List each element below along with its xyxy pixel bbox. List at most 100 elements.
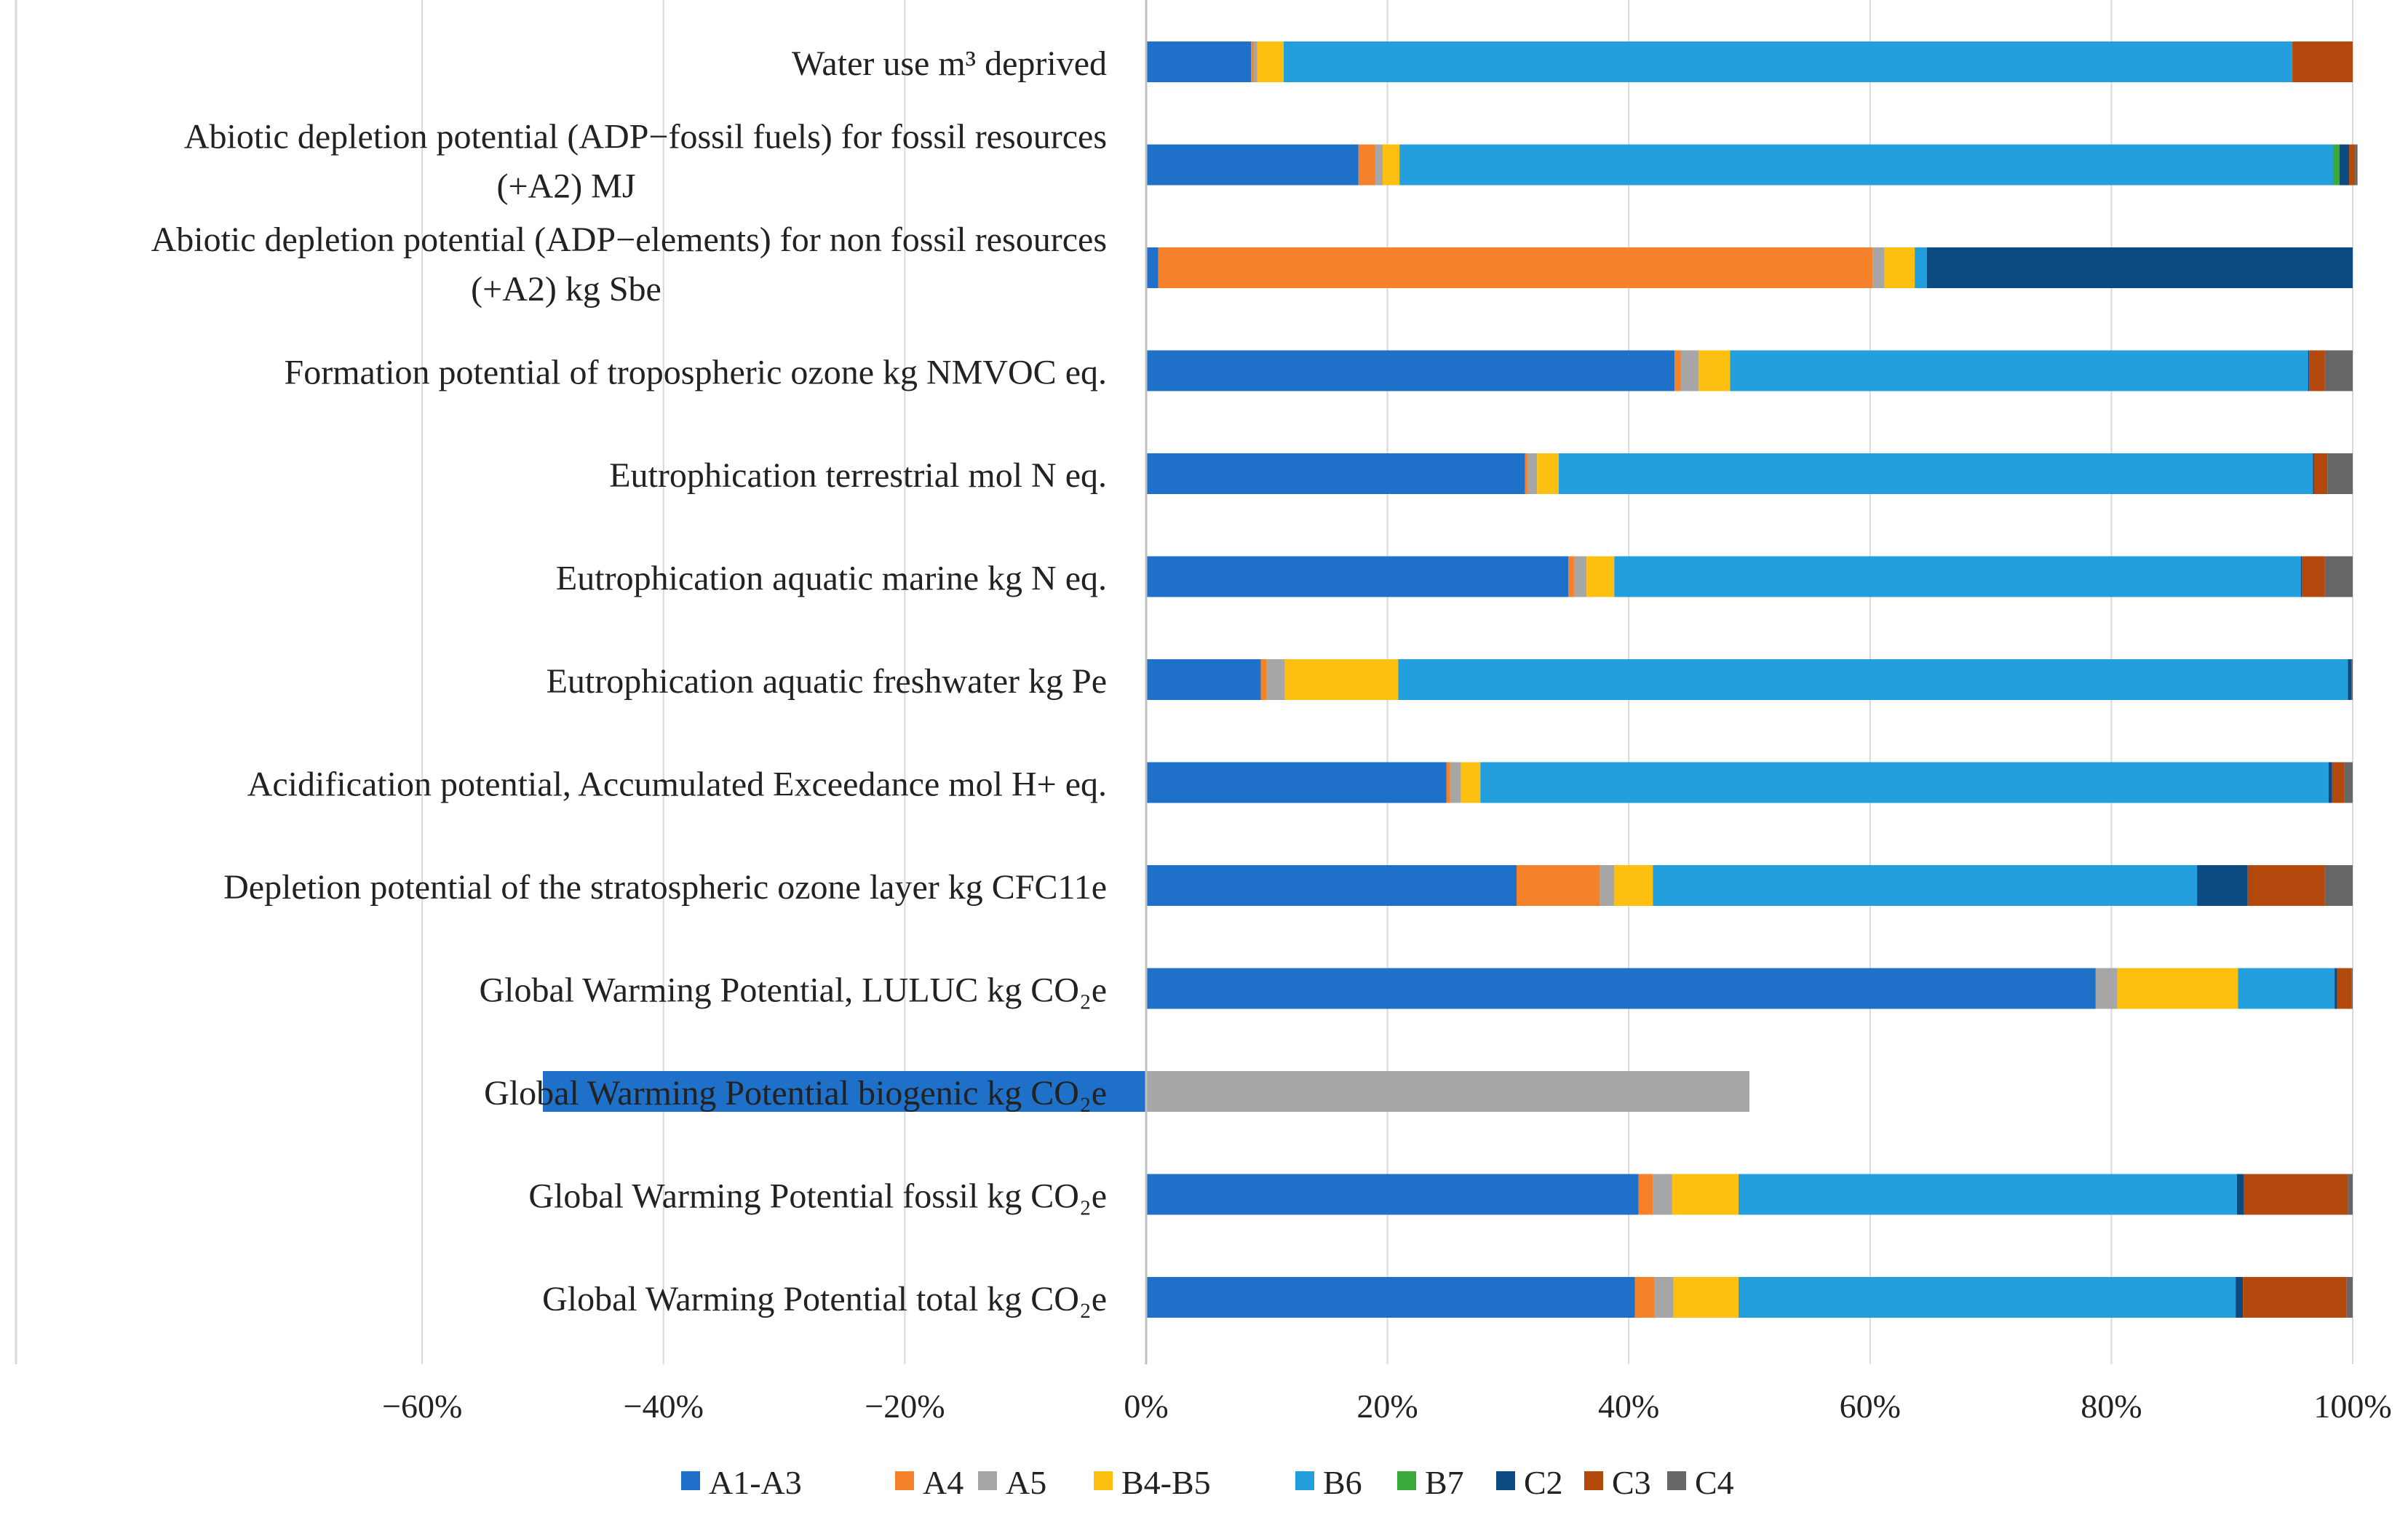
bar-segment-c4-row-11 bbox=[2348, 1174, 2353, 1215]
legend-swatch bbox=[1295, 1471, 1314, 1490]
bar-segment-b6-row-9 bbox=[2238, 968, 2335, 1009]
bar-segment-a5-row-2 bbox=[1872, 247, 1885, 288]
legend-label: A5 bbox=[1006, 1464, 1046, 1501]
bar-segment-c4-row-7 bbox=[2344, 762, 2353, 803]
bar-segment-a4-row-5 bbox=[1568, 556, 1575, 597]
bar-segment-a5-row-11 bbox=[1653, 1174, 1672, 1215]
bar-segment-b4-b5-row-2 bbox=[1884, 247, 1915, 288]
bar-segment-a1-a3-row-8 bbox=[1146, 865, 1517, 906]
bar-segment-b4-b5-row-4 bbox=[1537, 453, 1559, 494]
legend-swatch bbox=[1094, 1471, 1113, 1490]
category-label-2: Abiotic depletion potential (ADP−element… bbox=[151, 220, 1107, 309]
bar-segment-b6-row-1 bbox=[1399, 144, 2334, 186]
bar-segment-c2-row-3 bbox=[2308, 350, 2310, 391]
category-label-5: Eutrophication aquatic marine kg N eq. bbox=[556, 560, 1107, 598]
bar-segment-a1-a3-row-5 bbox=[1146, 556, 1569, 597]
legend-label: B4-B5 bbox=[1121, 1464, 1211, 1501]
bar-segment-b6-row-7 bbox=[1480, 762, 2329, 803]
bar-segment-a4-row-6 bbox=[1260, 659, 1267, 700]
category-label-3: Formation potential of tropospheric ozon… bbox=[285, 354, 1107, 392]
legend-swatch bbox=[1397, 1471, 1416, 1490]
category-label-line: (+A2) kg Sbe bbox=[471, 270, 661, 309]
legend-swatch bbox=[1496, 1471, 1515, 1490]
bar-segment-c2-row-11 bbox=[2236, 1174, 2244, 1215]
bar-segment-a5-row-1 bbox=[1375, 144, 1383, 186]
legend-label: C2 bbox=[1524, 1464, 1563, 1501]
category-label-line: Eutrophication terrestrial mol N eq. bbox=[609, 456, 1107, 495]
bar-segment-c3-row-4 bbox=[2313, 453, 2328, 494]
bar-segment-a5-row-7 bbox=[1450, 762, 1461, 803]
x-tick-label-5: 40% bbox=[1598, 1388, 1659, 1425]
bar-segment-b4-b5-row-3 bbox=[1698, 350, 1730, 391]
bar-segment-a4-row-4 bbox=[1525, 453, 1527, 494]
legend-label: C3 bbox=[1612, 1464, 1651, 1501]
bar-segment-a4-row-3 bbox=[1674, 350, 1681, 391]
bar-segment-c4-row-6 bbox=[2351, 659, 2353, 700]
bar-segment-a4-row-1 bbox=[1358, 144, 1376, 186]
bar-segment-c3-row-0 bbox=[2292, 41, 2353, 82]
bar-segment-a1-a3-row-3 bbox=[1146, 350, 1675, 391]
category-label-line: Eutrophication aquatic marine kg N eq. bbox=[556, 560, 1107, 598]
category-label-line: Acidification potential, Accumulated Exc… bbox=[247, 765, 1107, 804]
category-label-11: Global Warming Potential fossil kg CO₂e bbox=[528, 1177, 1107, 1216]
bar-segment-a5-row-12 bbox=[1654, 1277, 1674, 1318]
bar-segment-c3-row-7 bbox=[2332, 762, 2345, 803]
bar-segment-b6-row-3 bbox=[1730, 350, 2308, 391]
category-label-line: Water use m³ deprived bbox=[792, 44, 1107, 83]
bar-segment-b6-row-0 bbox=[1284, 41, 2293, 82]
bar-segment-a5-row-9 bbox=[2095, 968, 2118, 1009]
bar-segment-c3-row-9 bbox=[2337, 968, 2352, 1009]
category-label-7: Acidification potential, Accumulated Exc… bbox=[247, 765, 1107, 804]
category-label-line: Abiotic depletion potential (ADP−fossil … bbox=[184, 118, 1107, 156]
x-axis-tick-labels: −60% −40% −20% 0% 20% 40% 60% 80% 100% bbox=[382, 1388, 2392, 1425]
bar-segment-c4-row-3 bbox=[2324, 350, 2353, 391]
category-label-line: Global Warming Potential fossil kg CO₂e bbox=[528, 1177, 1107, 1216]
bar-segment-c4-row-8 bbox=[2324, 865, 2353, 906]
bar-segment-c4-row-9 bbox=[2351, 968, 2353, 1009]
bar-segment-a4-row-2 bbox=[1158, 247, 1873, 288]
bar-segment-a1-a3-row-11 bbox=[1146, 1174, 1639, 1215]
bar-segment-a5-row-4 bbox=[1527, 453, 1538, 494]
bar-segment-c4-row-5 bbox=[2324, 556, 2353, 597]
category-label-10: Global Warming Potential biogenic kg CO₂… bbox=[484, 1074, 1107, 1113]
category-label-4: Eutrophication terrestrial mol N eq. bbox=[609, 456, 1107, 495]
bar-segment-a1-a3-row-4 bbox=[1146, 453, 1525, 494]
x-tick-label-1: −40% bbox=[624, 1388, 704, 1425]
legend-swatch bbox=[895, 1471, 914, 1490]
bar-segment-b4-b5-row-11 bbox=[1672, 1174, 1739, 1215]
legend-label: A4 bbox=[923, 1464, 963, 1501]
bar-segment-b4-b5-row-8 bbox=[1614, 865, 1653, 906]
bar-segment-a4-row-7 bbox=[1446, 762, 1450, 803]
bar-segment-c2-row-4 bbox=[2313, 453, 2314, 494]
legend-label: B7 bbox=[1425, 1464, 1464, 1501]
category-label-line: Abiotic depletion potential (ADP−element… bbox=[151, 220, 1107, 259]
x-tick-label-0: −60% bbox=[382, 1388, 462, 1425]
bar-segment-c2-row-1 bbox=[2339, 144, 2350, 186]
category-label-6: Eutrophication aquatic freshwater kg Pe bbox=[547, 662, 1107, 701]
bar-segment-b6-row-11 bbox=[1739, 1174, 2237, 1215]
bar-segment-b4-b5-row-1 bbox=[1382, 144, 1400, 186]
bar-segment-b4-b5-row-9 bbox=[2117, 968, 2238, 1009]
bar-segment-a1-a3-row-12 bbox=[1146, 1277, 1635, 1318]
x-tick-label-8: 100% bbox=[2313, 1388, 2391, 1425]
legend-swatch bbox=[1584, 1471, 1603, 1490]
bar-segment-c2-row-7 bbox=[2328, 762, 2332, 803]
x-tick-label-7: 80% bbox=[2081, 1388, 2142, 1425]
legend-swatch bbox=[978, 1471, 997, 1490]
bars bbox=[543, 41, 2358, 1318]
legend-swatch bbox=[1667, 1471, 1686, 1490]
category-label-line: Global Warming Potential, LULUC kg CO₂e bbox=[479, 971, 1107, 1010]
legend-item-b6: B6 bbox=[1295, 1464, 1362, 1501]
legend-item-c2: C2 bbox=[1496, 1464, 1563, 1501]
bar-segment-b4-b5-row-6 bbox=[1284, 659, 1399, 700]
bar-segment-c3-row-11 bbox=[2244, 1174, 2348, 1215]
bar-segment-a4-row-12 bbox=[1634, 1277, 1655, 1318]
bar-segment-b4-b5-row-12 bbox=[1673, 1277, 1739, 1318]
category-label-9: Global Warming Potential, LULUC kg CO₂e bbox=[479, 971, 1107, 1010]
bar-segment-a4-row-0 bbox=[1251, 41, 1254, 82]
x-tick-label-4: 20% bbox=[1356, 1388, 1418, 1425]
bar-segment-a1-a3-row-10 bbox=[543, 1071, 1146, 1112]
bar-segment-c2-row-8 bbox=[2197, 865, 2248, 906]
bar-segment-b6-row-6 bbox=[1398, 659, 2348, 700]
bar-segment-a4-row-8 bbox=[1517, 865, 1600, 906]
